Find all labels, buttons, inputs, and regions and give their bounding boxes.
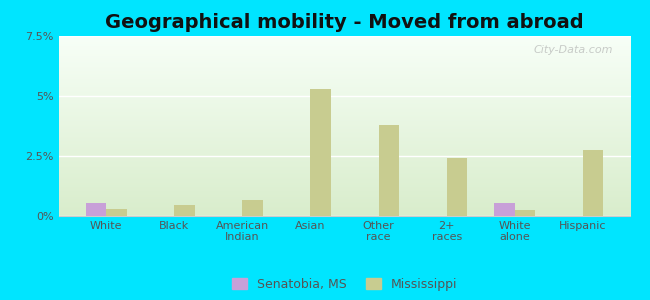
Bar: [583, 150, 603, 216]
Bar: [242, 200, 263, 216]
Bar: [86, 203, 106, 216]
Bar: [494, 203, 515, 216]
Text: City-Data.com: City-Data.com: [534, 45, 614, 55]
Legend: Senatobia, MS, Mississippi: Senatobia, MS, Mississippi: [227, 273, 462, 296]
Title: Geographical mobility - Moved from abroad: Geographical mobility - Moved from abroa…: [105, 13, 584, 32]
Bar: [378, 125, 399, 216]
Bar: [311, 89, 331, 216]
Bar: [515, 210, 535, 216]
Bar: [447, 158, 467, 216]
Bar: [106, 209, 127, 216]
Bar: [174, 205, 195, 216]
